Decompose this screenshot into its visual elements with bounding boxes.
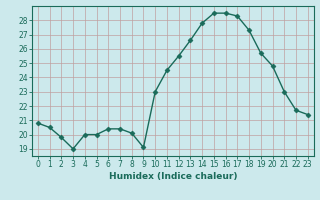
X-axis label: Humidex (Indice chaleur): Humidex (Indice chaleur) — [108, 172, 237, 181]
